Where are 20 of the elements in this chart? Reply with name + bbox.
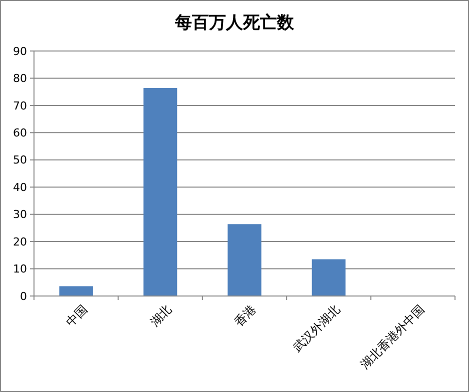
y-tick-label: 40 xyxy=(13,180,27,194)
bar xyxy=(59,286,93,296)
y-tick-label: 30 xyxy=(13,208,27,222)
x-tick-label: 中国 xyxy=(63,302,90,330)
bar xyxy=(143,88,178,296)
y-tick-label: 10 xyxy=(13,262,27,276)
y-tick-label: 0 xyxy=(20,290,27,303)
y-tick-label: 50 xyxy=(13,154,27,167)
bar xyxy=(228,224,262,296)
y-tick-label: 90 xyxy=(13,44,27,58)
x-tick-label: 湖北 xyxy=(147,302,174,330)
chart-title: 每百万人死亡数 xyxy=(174,13,295,33)
x-tick-label: 湖北香港外中国 xyxy=(358,302,427,372)
bar xyxy=(312,259,346,296)
y-tick-label: 60 xyxy=(13,126,27,140)
x-tick-label: 武汉外湖北 xyxy=(290,302,343,354)
x-tick-label: 香港 xyxy=(232,302,259,330)
y-tick-label: 20 xyxy=(13,235,27,248)
y-tick-label: 80 xyxy=(13,72,27,86)
y-tick-label: 70 xyxy=(13,99,27,112)
